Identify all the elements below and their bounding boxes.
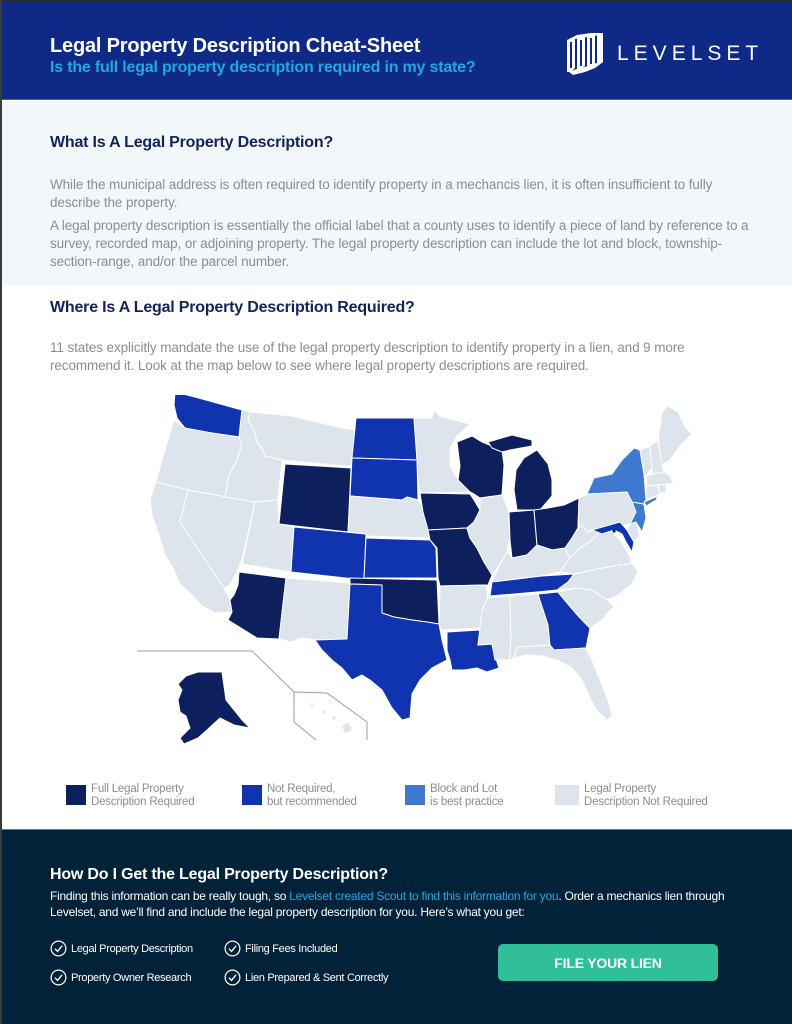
state-minnesota xyxy=(413,409,471,494)
state-maryland xyxy=(591,521,635,553)
where-required-heading: Where Is A Legal Property Description Re… xyxy=(50,299,415,316)
benefit-filing-fees-included: Filing Fees Included xyxy=(224,940,338,957)
legend-label-full-line2: Description Required xyxy=(91,795,195,808)
state-michigan xyxy=(487,434,553,511)
check-circle-icon xyxy=(50,969,67,986)
benefit-label: Legal Property Description xyxy=(71,942,193,955)
state-north-dakota xyxy=(351,417,418,461)
legend-swatch-block-lot xyxy=(405,785,425,805)
state-new-jersey xyxy=(629,501,647,533)
levelset-logo[interactable]: LEVELSET xyxy=(565,32,763,76)
how-to-get-paragraph: Finding this information can be really t… xyxy=(50,888,760,920)
how-to-get-section: How Do I Get the Legal Property Descript… xyxy=(2,829,792,1024)
benefit-property-owner-research: Property Owner Research xyxy=(50,969,192,986)
what-is-section: What Is A Legal Property Description? Wh… xyxy=(2,101,792,285)
legend-label-recommended-line2: but recommended xyxy=(267,795,357,808)
state-colorado xyxy=(290,526,367,581)
map-legend: Full Legal Property Description Required… xyxy=(66,783,766,813)
file-your-lien-button[interactable]: FILE YOUR LIEN xyxy=(498,944,718,981)
check-circle-icon xyxy=(224,940,241,957)
state-alaska xyxy=(177,671,251,745)
what-is-heading: What Is A Legal Property Description? xyxy=(50,134,334,151)
state-massachusetts xyxy=(645,471,675,487)
legend-item-not-required: Legal Property Description Not Required xyxy=(555,783,708,808)
scout-link[interactable]: Levelset created Scout to find this info… xyxy=(289,889,559,903)
state-rhode-island xyxy=(657,483,667,495)
legend-label-block-lot-line1: Block and Lot xyxy=(430,783,498,795)
legend-swatch-recommended xyxy=(242,785,262,805)
state-florida xyxy=(513,644,613,721)
state-wyoming xyxy=(278,463,352,533)
levelset-logo-icon xyxy=(567,33,603,75)
state-hawaii xyxy=(342,722,352,733)
state-maine xyxy=(657,405,693,466)
legend-label-recommended-line1: Not Required, xyxy=(267,783,336,795)
page-subtitle: Is the full legal property description r… xyxy=(50,59,476,76)
alaska-inset-divider xyxy=(137,650,368,740)
benefit-legal-property-description: Legal Property Description xyxy=(50,940,193,957)
check-circle-icon xyxy=(50,940,67,957)
state-new-mexico xyxy=(278,577,351,643)
legend-label-block-lot-line2: is best practice xyxy=(430,795,504,808)
hawaii-inset-divider xyxy=(293,692,317,741)
legend-label-not-required-line2: Description Not Required xyxy=(584,795,708,808)
how-text-before: Finding this information can be really t… xyxy=(50,889,290,903)
state-vermont xyxy=(639,445,653,477)
state-montana xyxy=(247,411,357,467)
benefit-label: Lien Prepared & Sent Correctly xyxy=(245,971,389,984)
legend-item-full-required: Full Legal Property Description Required xyxy=(66,783,195,808)
state-texas xyxy=(314,583,448,721)
legend-swatch-full xyxy=(66,785,86,805)
state-south-dakota xyxy=(349,457,419,501)
state-kansas xyxy=(363,537,438,579)
legend-item-recommended: Not Required, but recommended xyxy=(242,783,357,808)
page-title: Legal Property Description Cheat-Sheet xyxy=(50,35,421,57)
state-illinois xyxy=(466,494,511,576)
legend-item-block-lot: Block and Lot is best practice xyxy=(405,783,504,808)
legend-label-not-required-line1: Legal Property xyxy=(584,783,656,795)
logo-wordmark: LEVELSET xyxy=(617,42,764,65)
where-required-paragraph: 11 states explicitly mandate the use of … xyxy=(50,340,685,373)
header-banner: Legal Property Description Cheat-Sheet I… xyxy=(2,0,792,100)
how-to-get-heading: How Do I Get the Legal Property Descript… xyxy=(50,866,388,883)
benefit-label: Property Owner Research xyxy=(71,971,192,984)
dc-marker xyxy=(612,529,616,533)
state-arizona xyxy=(227,571,287,640)
legend-label-full-line1: Full Legal Property xyxy=(91,783,184,795)
check-circle-icon xyxy=(224,969,241,986)
what-is-paragraph-2: A legal property description is essentia… xyxy=(50,218,749,269)
benefit-label: Filing Fees Included xyxy=(245,942,338,955)
what-is-paragraph-1: While the municipal address is often req… xyxy=(50,177,713,210)
us-states-map xyxy=(137,395,693,745)
benefit-lien-prepared-sent: Lien Prepared & Sent Correctly xyxy=(224,969,389,986)
legend-swatch-not-required xyxy=(555,785,579,805)
how-text-after: . Order a mechanics lien through Levelse… xyxy=(50,889,725,919)
state-nebraska xyxy=(347,495,431,539)
